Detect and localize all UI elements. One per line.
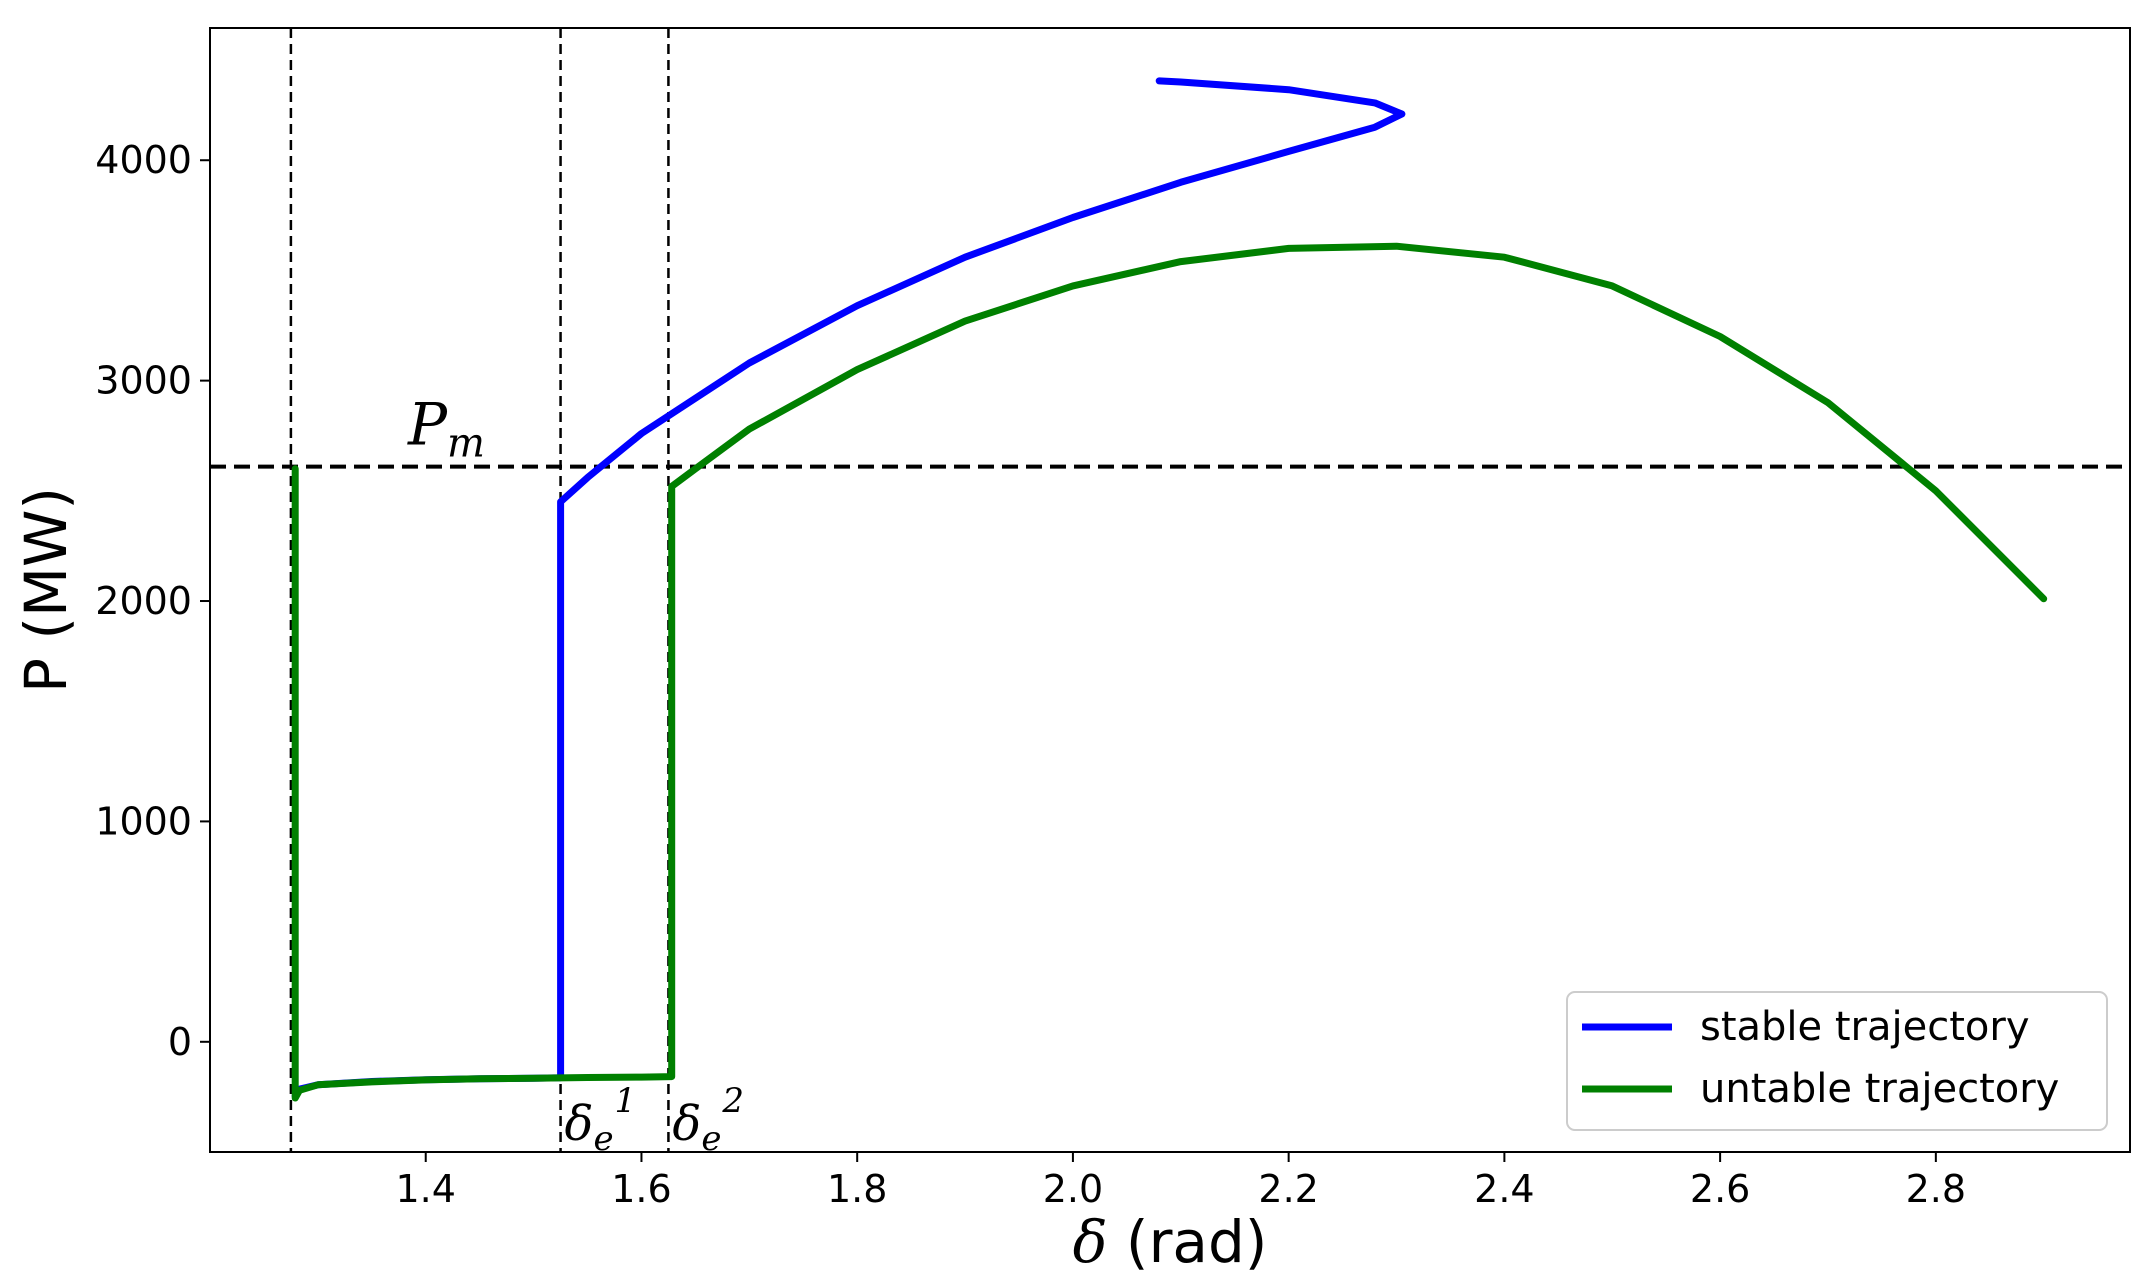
delta-e-label-2: δe [672, 1096, 721, 1159]
x-tick-label: 2.2 [1258, 1167, 1318, 1211]
x-tick-label: 2.0 [1043, 1167, 1103, 1211]
pm-label: Pm [407, 391, 485, 467]
x-tick-label: 1.4 [396, 1167, 456, 1211]
x-tick-label: 1.6 [611, 1167, 671, 1211]
x-tick-label: 2.4 [1474, 1167, 1534, 1211]
plot-area [210, 28, 2130, 1152]
x-axis-label-unit: (rad) [1108, 1208, 1268, 1276]
delta-e-main: δ [672, 1096, 701, 1152]
x-axis-label: δ (rad) [1073, 1208, 1268, 1276]
y-tick-label: 4000 [95, 138, 192, 182]
series-lines [291, 77, 2048, 1102]
legend: stable trajectory untable trajectory [1566, 991, 2108, 1131]
legend-label-1: stable trajectory [1700, 1004, 2030, 1050]
x-axis-ticks: 1.4 1.6 1.8 2.0 2.2 2.4 2.6 2.8 [396, 1152, 1966, 1211]
y-tick-label: 0 [168, 1020, 192, 1064]
y-axis-label: P (MW) [12, 487, 80, 693]
legend-box [1566, 991, 2108, 1131]
delta-e-label-1: δe [565, 1096, 614, 1159]
plot-frame [209, 27, 2131, 1153]
delta-e-sup: 2 [721, 1081, 744, 1121]
delta-e-sub: e [701, 1119, 721, 1159]
series-line-2 [291, 242, 2048, 1102]
y-tick-label: 1000 [95, 799, 192, 843]
y-tick-label: 2000 [95, 579, 192, 623]
delta-e-sup: 1 [615, 1081, 637, 1121]
y-tick-label: 3000 [95, 359, 192, 403]
legend-label-2: untable trajectory [1700, 1066, 2059, 1112]
pm-label-sub: m [447, 421, 485, 467]
delta-e-main: δ [565, 1096, 594, 1152]
delta-e-sub: e [593, 1119, 613, 1159]
pm-label-main: P [407, 391, 448, 459]
x-tick-label: 2.8 [1906, 1167, 1966, 1211]
x-axis-label-symbol: δ [1073, 1208, 1108, 1276]
y-axis-ticks: 0 1000 2000 3000 4000 [95, 138, 210, 1064]
x-tick-label: 2.6 [1690, 1167, 1750, 1211]
x-tick-label: 1.8 [827, 1167, 887, 1211]
